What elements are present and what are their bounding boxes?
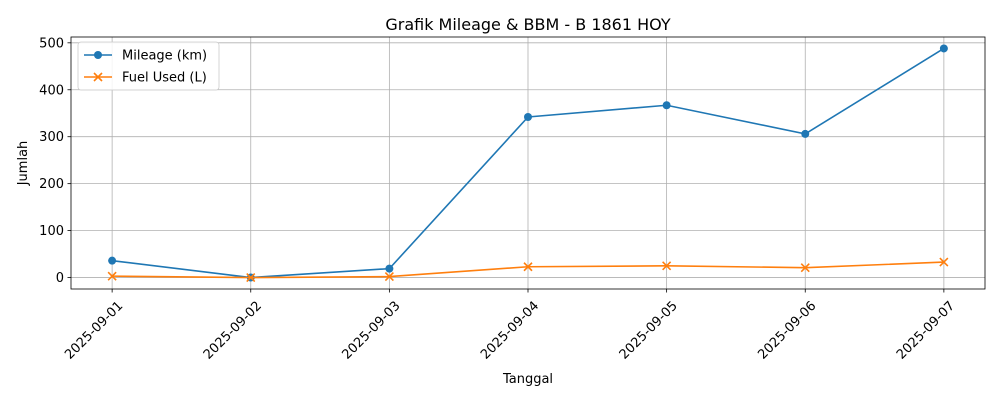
data-point <box>662 261 672 271</box>
x-tick-label: 2025-09-06 <box>755 299 819 363</box>
y-tick-label: 0 <box>56 271 64 286</box>
data-point <box>524 112 532 121</box>
y-axis-label: Jumlah <box>16 141 31 187</box>
y-tick-label: 500 <box>39 36 64 51</box>
grid <box>71 37 985 289</box>
data-point <box>801 129 810 138</box>
data-point <box>939 44 948 53</box>
data-point <box>384 272 394 282</box>
x-tick-label: 2025-09-04 <box>478 299 542 363</box>
data-point <box>800 263 810 273</box>
data-point <box>662 101 671 110</box>
data-point <box>523 262 533 272</box>
x-tick-label: 2025-09-03 <box>340 299 404 363</box>
data-point <box>246 272 256 283</box>
chart-title: Grafik Mileage & BBM - B 1861 HOY <box>385 15 671 34</box>
x-tick-label: 2025-09-01 <box>62 299 126 363</box>
series-group <box>107 44 949 283</box>
y-tick-label: 300 <box>39 130 64 145</box>
x-tick-label: 2025-09-02 <box>201 299 265 363</box>
data-point <box>108 256 117 265</box>
data-point <box>107 271 117 281</box>
data-point <box>939 257 949 267</box>
x-tick-label: 2025-09-05 <box>617 299 681 363</box>
y-tick-label: 200 <box>39 177 64 192</box>
y-tick-label: 400 <box>39 83 64 98</box>
x-tick-label: 2025-09-07 <box>894 299 958 363</box>
legend-label: Mileage (km) <box>122 49 207 64</box>
x-axis-label: Tanggal <box>502 372 553 387</box>
series-2 <box>107 257 949 283</box>
legend-box <box>77 41 220 91</box>
y-tick-label: 100 <box>39 224 64 239</box>
legend-marker <box>93 72 103 82</box>
legend-marker <box>94 51 102 59</box>
legend-label: Fuel Used (L) <box>122 71 207 86</box>
data-point <box>385 264 394 273</box>
legend: Mileage (km) Fuel Used (L) <box>77 41 220 91</box>
